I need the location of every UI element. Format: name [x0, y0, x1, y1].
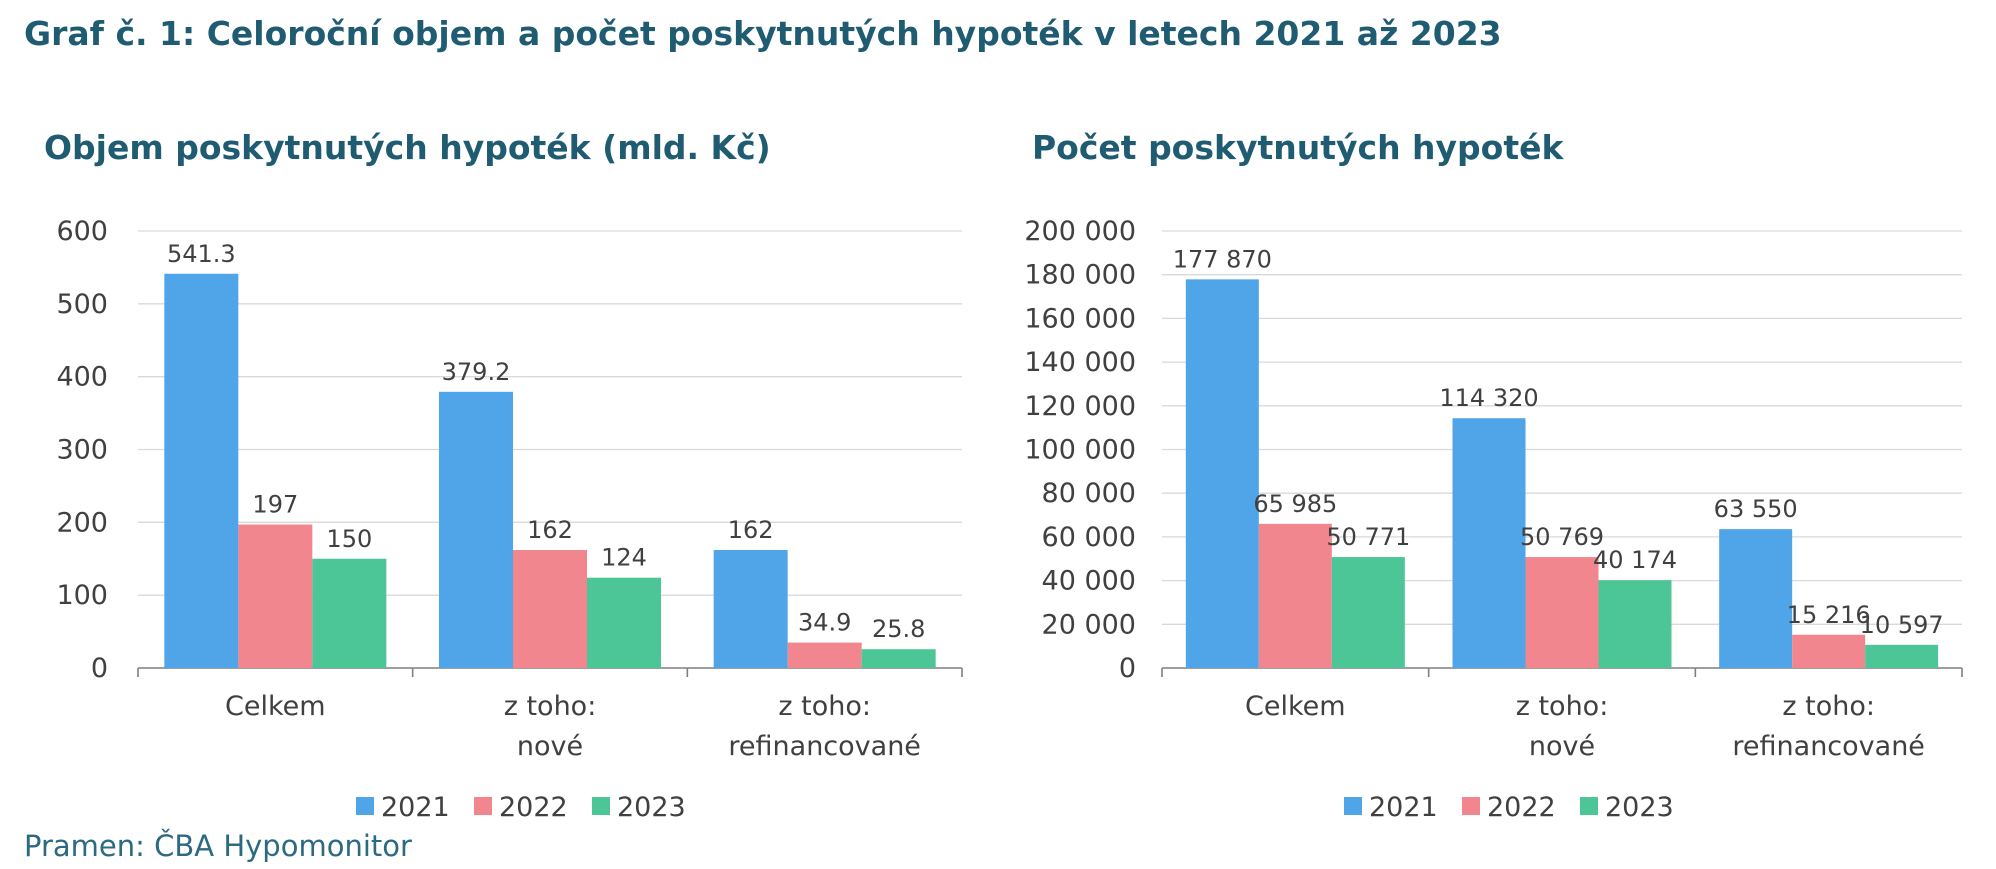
x-category-label: z toho:: [1782, 691, 1875, 722]
x-category-label: z toho:: [778, 691, 871, 722]
bar-2023-0: [1331, 557, 1405, 668]
x-category-label: refinancované: [1732, 731, 1925, 762]
x-category-label: z toho:: [504, 691, 597, 722]
y-tick-label: 200: [56, 507, 108, 538]
data-label: 15 216: [1787, 601, 1871, 629]
y-tick-label: 400: [56, 362, 108, 393]
bar-2022-0: [238, 524, 313, 668]
y-tick-label: 0: [91, 653, 108, 684]
bar-2023-1: [1598, 580, 1672, 668]
bar-2021-2: [1719, 529, 1793, 668]
legend-label: 2021: [381, 792, 450, 820]
y-tick-label: 100: [56, 580, 108, 611]
bar-2021-2: [713, 550, 788, 668]
data-label: 162: [728, 516, 774, 544]
y-tick-label: 60 000: [1042, 522, 1136, 553]
y-tick-label: 300: [56, 435, 108, 466]
data-label: 50 769: [1520, 523, 1604, 551]
data-label: 114 320: [1439, 384, 1538, 412]
bar-2022-2: [787, 642, 862, 668]
legend-label: 2021: [1369, 792, 1438, 820]
data-label: 150: [326, 525, 372, 553]
y-tick-label: 0: [1119, 653, 1136, 684]
source-note: Pramen: ČBA Hypomonitor: [24, 829, 412, 863]
x-category-label: refinancované: [728, 731, 921, 762]
data-label: 541.3: [167, 240, 236, 268]
y-tick-label: 40 000: [1042, 566, 1136, 597]
y-tick-label: 100 000: [1024, 435, 1136, 466]
x-category-label: z toho:: [1516, 691, 1609, 722]
legend-swatch: [1344, 797, 1362, 815]
y-tick-label: 160 000: [1024, 303, 1136, 334]
chart-volume: Objem poskytnutých hypoték (mld. Kč) 0 100…: [44, 128, 963, 820]
legend-label: 2022: [1487, 792, 1556, 820]
page-title: Graf č. 1: Celoroční objem a počet posky…: [24, 14, 1502, 53]
y-tick-label: 200 000: [1024, 216, 1136, 247]
legend-swatch: [592, 797, 610, 815]
bar-2023-2: [1865, 644, 1939, 668]
bar-2021-0: [1185, 279, 1259, 668]
bar-2023-1: [587, 577, 661, 668]
bar-2023-0: [312, 558, 387, 668]
data-label: 50 771: [1326, 523, 1410, 551]
x-category-label: nové: [1529, 731, 1595, 762]
legend-label: 2023: [1605, 792, 1674, 820]
data-label: 10 597: [1860, 611, 1944, 639]
data-label: 197: [252, 491, 298, 519]
data-label: 40 174: [1593, 546, 1677, 574]
data-label: 379.2: [442, 358, 511, 386]
data-label: 162: [527, 516, 573, 544]
bar-2021-0: [164, 273, 239, 668]
y-tick-label: 140 000: [1024, 347, 1136, 378]
bar-2022-2: [1792, 634, 1866, 668]
data-label: 34.9: [798, 609, 851, 637]
data-label: 124: [601, 544, 647, 572]
bar-2023-2: [861, 649, 936, 668]
data-label: 177 870: [1173, 245, 1272, 273]
x-category-label: Celkem: [225, 691, 326, 722]
data-label: 63 550: [1714, 495, 1798, 523]
legend-swatch: [474, 797, 492, 815]
y-tick-label: 500: [56, 289, 108, 320]
bar-2022-1: [1525, 557, 1599, 668]
x-category-label: Celkem: [1245, 691, 1346, 722]
bar-2021-1: [1452, 418, 1526, 668]
y-tick-label: 80 000: [1042, 478, 1136, 509]
chart-title: Počet poskytnutých hypoték: [1032, 128, 1565, 167]
x-category-label: nové: [517, 731, 583, 762]
legend-swatch: [1462, 797, 1480, 815]
legend-label: 2023: [617, 792, 686, 820]
y-tick-label: 20 000: [1042, 609, 1136, 640]
bar-2022-0: [1258, 523, 1332, 668]
bar-2021-1: [439, 391, 513, 668]
data-label: 65 985: [1253, 490, 1337, 518]
y-tick-label: 120 000: [1024, 391, 1136, 422]
bar-2022-1: [513, 550, 587, 668]
legend-label: 2022: [499, 792, 568, 820]
chart-count: Počet poskytnutých hypoték 0 20 000 40 000 6…: [1024, 128, 1963, 820]
legend-swatch: [1580, 797, 1598, 815]
chart-title: Objem poskytnutých hypoték (mld. Kč): [44, 128, 771, 167]
legend-swatch: [356, 797, 374, 815]
y-tick-label: 600: [56, 216, 108, 247]
y-tick-label: 180 000: [1024, 260, 1136, 291]
data-label: 25.8: [872, 615, 925, 643]
